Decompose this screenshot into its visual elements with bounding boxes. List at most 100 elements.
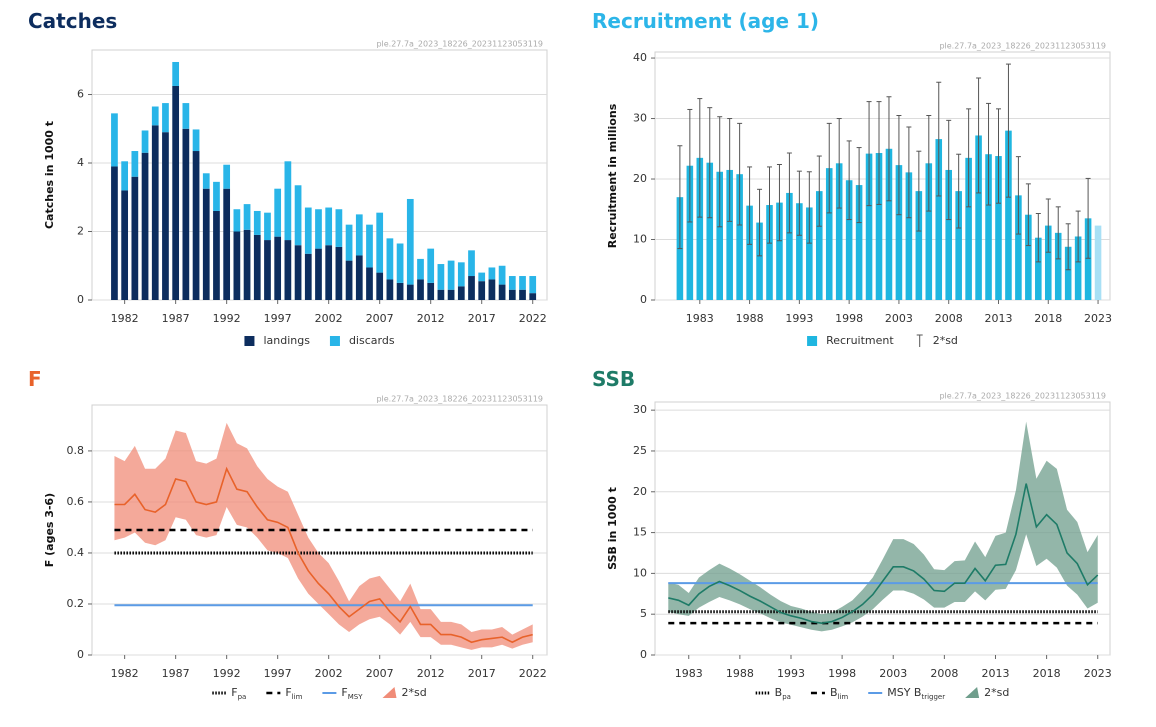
x-tick-label: 1988 [726, 667, 754, 680]
legend-label: landings [263, 334, 310, 347]
bar [935, 139, 943, 300]
bar [835, 163, 843, 300]
bar [111, 113, 118, 167]
bar [427, 248, 435, 283]
legend-label: discards [349, 334, 395, 347]
x-tick-label: 2002 [315, 667, 343, 680]
legend-label: MSY Btrigger [887, 686, 945, 701]
x-tick-label: 1992 [213, 667, 241, 680]
legend-name: 2*sd [401, 686, 426, 699]
legend-item: FMSY [322, 686, 363, 701]
bar [131, 176, 139, 300]
bar [376, 212, 384, 273]
bar [845, 180, 853, 300]
bar [1015, 195, 1022, 300]
x-tick-label: 1983 [686, 312, 714, 325]
error-bar [886, 96, 892, 202]
x-tick-label: 1993 [785, 312, 813, 325]
bar [264, 212, 271, 241]
error-bar [876, 101, 882, 205]
source-label: ple.27.7a_2023_18226_20231123053119 [939, 392, 1106, 401]
legend-label: Bpa [775, 686, 791, 701]
y-axis-label: SSB in 1000 t [606, 487, 619, 570]
bar [172, 85, 180, 301]
line [668, 483, 1099, 624]
bar [945, 169, 952, 300]
bar [706, 162, 714, 300]
error-bar [1005, 63, 1011, 198]
legend-label: 2*sd [933, 334, 958, 347]
legend-name: MSY B [887, 686, 921, 699]
error-bar [747, 166, 753, 245]
legend-swatch [807, 336, 818, 346]
bar [172, 61, 180, 86]
bar [468, 276, 475, 300]
x-tick-label: 2022 [519, 667, 547, 680]
bar [756, 222, 763, 300]
panel-title: SSB [592, 367, 635, 391]
bar [121, 161, 129, 191]
error-bar [1015, 156, 1021, 235]
confidence-band [668, 421, 1098, 632]
legend-swatch [244, 336, 255, 346]
legend-item: Flim [266, 686, 303, 701]
bar [182, 103, 190, 129]
error-bar [976, 77, 982, 194]
legend-item: Bpa [755, 686, 791, 701]
y-tick-label: 0 [640, 293, 647, 306]
legend-item: MSY Btrigger [868, 686, 945, 701]
y-tick-label: 0 [640, 648, 647, 661]
error-bar [677, 145, 683, 250]
legend-name: 2*sd [933, 334, 958, 347]
bar [315, 209, 322, 249]
x-tick-label: 2007 [366, 312, 394, 325]
bar [213, 181, 220, 211]
error-bar [966, 108, 972, 208]
error-bar [1055, 206, 1061, 260]
y-tick-label: 30 [633, 112, 647, 125]
bar [345, 224, 353, 261]
plot-frame [654, 51, 1111, 301]
bar [274, 188, 282, 237]
bar [529, 293, 537, 300]
bar [796, 203, 803, 300]
x-tick-label: 1992 [213, 312, 241, 325]
bar [345, 260, 353, 300]
legend-item: landings [244, 334, 310, 347]
error-bar [776, 164, 782, 242]
bar [1074, 236, 1082, 300]
error-bar [836, 118, 842, 209]
x-tick-label: 2008 [930, 667, 958, 680]
legend-item: 2*sd [382, 686, 427, 699]
bar [995, 156, 1002, 300]
legend-name: F [231, 686, 237, 699]
bar [427, 282, 435, 300]
legend-subscript: trigger [921, 693, 945, 701]
panel: Recruitment (age 1) ple.27.7a_2023_18226_… [592, 9, 1112, 347]
y-tick-label: 4 [77, 156, 84, 169]
x-tick-label: 1998 [835, 312, 863, 325]
error-bar [956, 153, 962, 229]
bar [985, 154, 992, 300]
legend-name: B [775, 686, 783, 699]
bar [162, 132, 169, 300]
x-tick-label: 2012 [417, 667, 445, 680]
bar [965, 157, 972, 300]
error-bar [727, 118, 733, 222]
y-tick-label: 15 [633, 526, 647, 539]
legend-item: 2*sd [965, 686, 1009, 699]
bar [508, 289, 516, 300]
x-tick-label: 2022 [519, 312, 547, 325]
x-tick-label: 2017 [468, 667, 496, 680]
y-tick-label: 30 [633, 403, 647, 416]
bar [915, 191, 923, 300]
error-bar [1045, 198, 1051, 253]
legend-subscript: pa [782, 693, 791, 701]
legend-name: 2*sd [984, 686, 1009, 699]
bar [243, 204, 251, 230]
bar [519, 276, 526, 290]
y-tick-label: 0 [77, 293, 84, 306]
bar [366, 267, 373, 300]
error-bar [906, 126, 912, 219]
